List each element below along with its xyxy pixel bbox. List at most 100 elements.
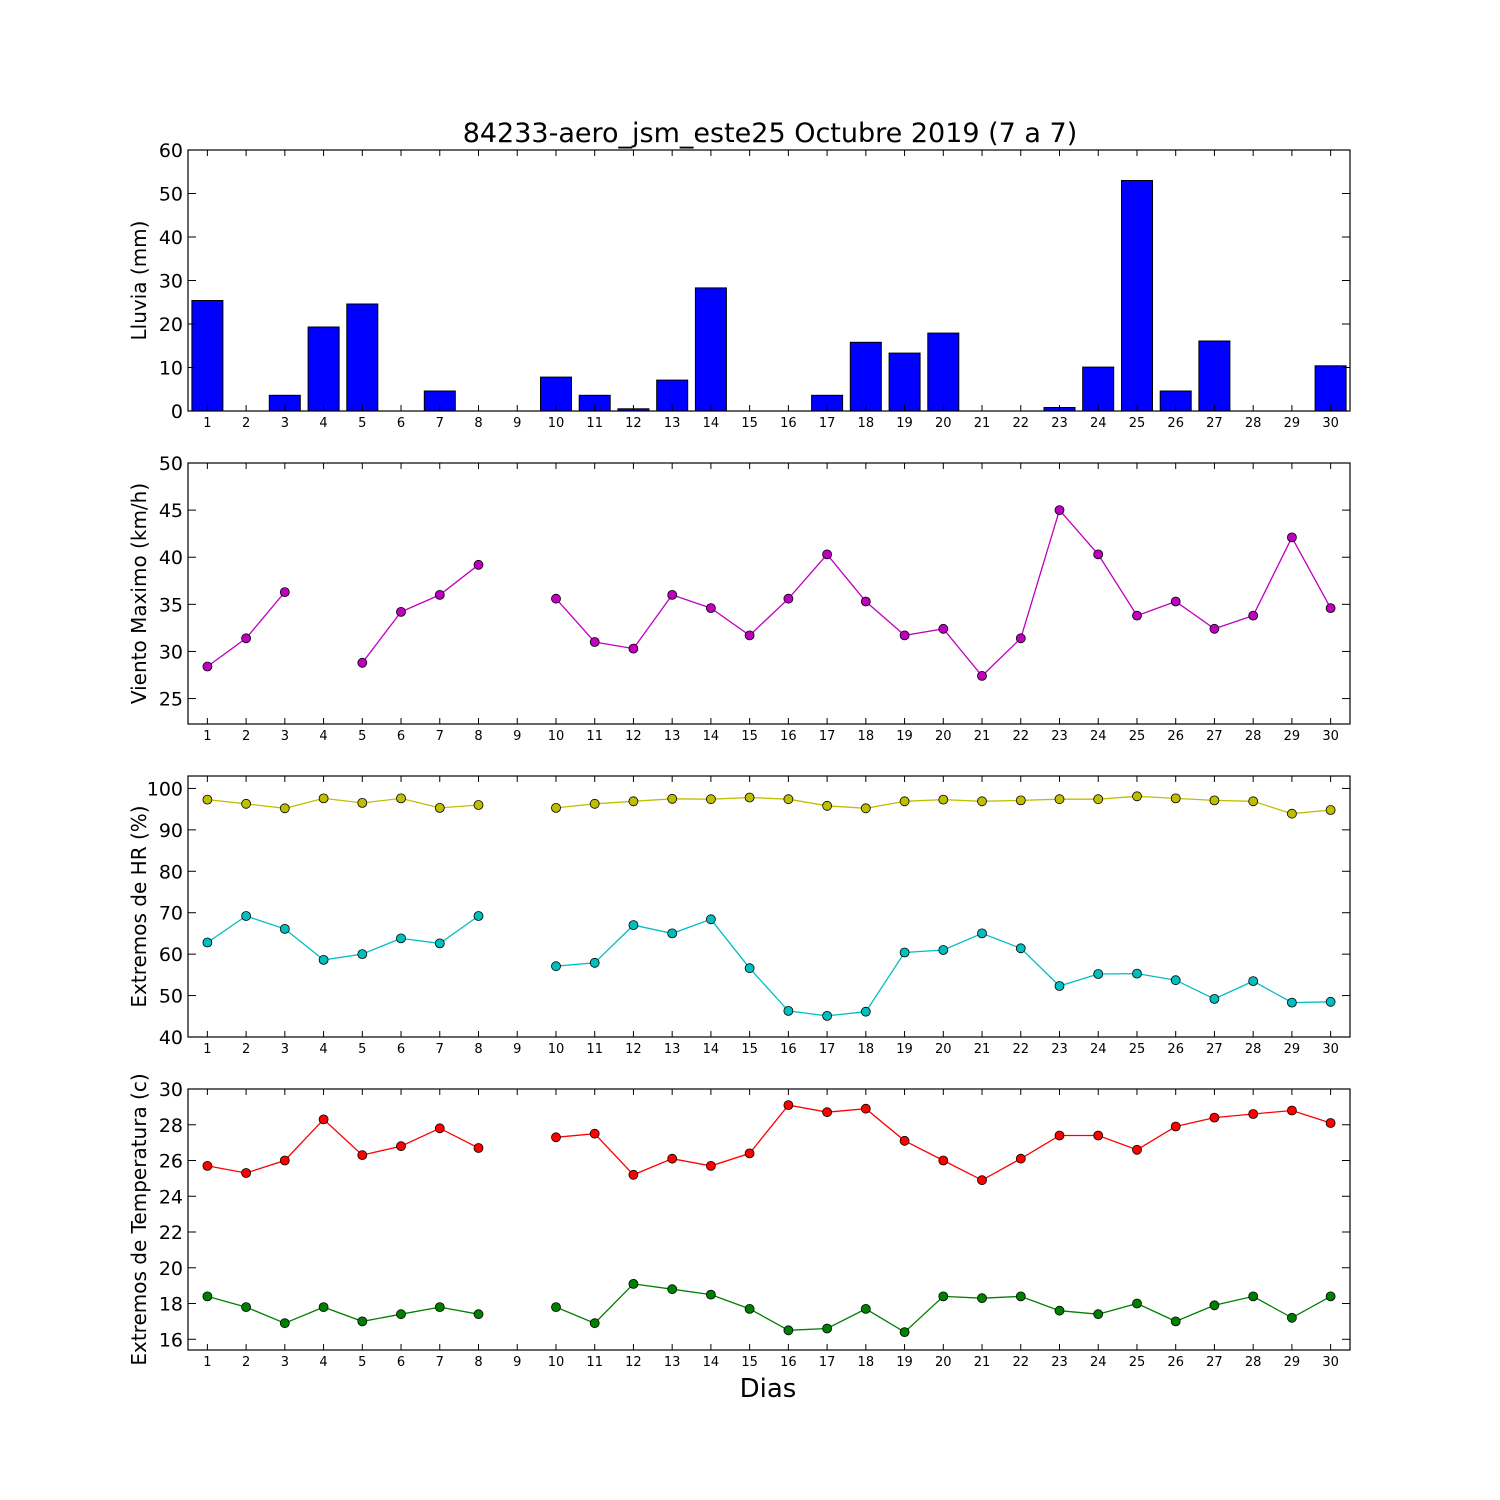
point-temperatura-series-1-day-27 (1209, 1112, 1220, 1123)
x-tick-label-temperatura-19: 19 (896, 1355, 913, 1370)
point-hr-series-2-day-30 (1325, 996, 1336, 1007)
y-tick-label-temperatura-18: 18 (159, 1294, 183, 1316)
x-tick-label-hr-3: 3 (281, 1042, 289, 1057)
chart-title: 84233-aero_jsm_este25 Octubre 2019 (7 a … (463, 118, 1078, 149)
x-tick-label-lluvia-29: 29 (1284, 416, 1301, 431)
y-tick-label-viento-40: 40 (159, 547, 183, 569)
point-temperatura-series-1-day-23 (1054, 1130, 1065, 1141)
point-hr-series-1-day-16 (783, 794, 794, 805)
plot-frame-viento (187, 462, 1351, 725)
point-temperatura-series-1-day-15 (744, 1148, 755, 1159)
x-tick-label-temperatura-9: 9 (513, 1355, 521, 1370)
y-tick-label-temperatura-20: 20 (159, 1258, 183, 1280)
point-viento-series-1-day-3 (279, 587, 290, 597)
y-tick-label-hr-90: 90 (159, 820, 183, 842)
x-tick-label-lluvia-2: 2 (242, 416, 250, 431)
point-temperatura-series-2-day-15 (744, 1304, 755, 1314)
x-tick-label-hr-20: 20 (935, 1042, 952, 1057)
point-temperatura-series-1-day-5 (357, 1150, 368, 1160)
point-temperatura-series-2-day-17 (822, 1323, 832, 1334)
point-hr-series-2-day-10 (551, 961, 561, 972)
point-temperatura-series-2-day-13 (667, 1284, 678, 1295)
point-hr-series-2-day-29 (1287, 997, 1297, 1008)
x-tick-label-lluvia-24: 24 (1090, 416, 1107, 431)
x-tick-label-temperatura-21: 21 (974, 1355, 991, 1370)
point-temperatura-series-2-day-3 (279, 1318, 290, 1329)
x-tick-label-viento-3: 3 (281, 729, 289, 744)
point-hr-series-1-day-24 (1093, 794, 1104, 805)
bar-lluvia-day-19 (888, 352, 921, 412)
x-tick-label-hr-16: 16 (780, 1042, 797, 1057)
y-axis-label-hr: Extremos de HR (%) (127, 805, 151, 1007)
x-tick-label-viento-27: 27 (1206, 729, 1223, 744)
point-hr-series-1-day-10 (551, 803, 561, 813)
y-tick-label-hr-100: 100 (147, 778, 183, 800)
x-tick-label-temperatura-30: 30 (1322, 1355, 1339, 1370)
point-hr-series-2-day-20 (938, 945, 949, 955)
point-hr-series-1-day-13 (667, 793, 678, 804)
point-hr-series-1-day-3 (279, 803, 290, 814)
point-temperatura-series-1-day-6 (396, 1141, 406, 1152)
point-hr-series-2-day-25 (1132, 968, 1142, 979)
x-tick-label-hr-19: 19 (896, 1042, 913, 1057)
point-temperatura-series-2-day-18 (860, 1304, 871, 1314)
x-tick-label-viento-10: 10 (548, 729, 565, 744)
x-tick-label-hr-25: 25 (1129, 1042, 1146, 1057)
point-hr-series-1-day-27 (1209, 795, 1220, 806)
point-temperatura-series-2-day-6 (396, 1309, 406, 1320)
x-tick-label-temperatura-3: 3 (281, 1355, 289, 1370)
point-temperatura-series-1-day-8 (473, 1143, 484, 1153)
point-temperatura-series-2-day-1 (202, 1291, 213, 1302)
point-hr-series-1-day-21 (977, 796, 987, 807)
point-temperatura-series-1-day-20 (938, 1155, 949, 1166)
x-tick-label-viento-29: 29 (1284, 729, 1301, 744)
point-temperatura-series-2-day-7 (434, 1302, 445, 1312)
point-viento-series-1-day-26 (1170, 596, 1181, 607)
x-tick-label-viento-5: 5 (358, 729, 366, 744)
point-hr-series-2-day-1 (202, 937, 213, 948)
x-tick-label-hr-27: 27 (1206, 1042, 1223, 1057)
panel-lluvia: 1 2 3 4 5 6 7 8 9 10 11 12 13 14 15 16 17 18 19 20 21 22 23 24 2… (127, 140, 1351, 431)
point-hr-series-2-day-4 (318, 955, 329, 965)
point-temperatura-series-1-day-3 (279, 1155, 290, 1166)
x-tick-label-lluvia-23: 23 (1051, 416, 1068, 431)
point-hr-series-1-day-15 (744, 792, 755, 803)
x-tick-label-viento-6: 6 (397, 729, 405, 744)
point-temperatura-series-1-day-22 (1015, 1153, 1026, 1164)
point-hr-series-1-day-4 (318, 793, 329, 804)
y-axis-label-lluvia: Lluvia (mm) (127, 221, 151, 341)
x-tick-label-temperatura-28: 28 (1245, 1355, 1262, 1370)
x-tick-label-hr-12: 12 (625, 1042, 642, 1057)
point-hr-series-1-day-22 (1015, 795, 1026, 806)
point-hr-series-1-day-17 (822, 800, 832, 811)
point-hr-series-1-day-6 (396, 793, 406, 804)
point-viento-series-1-day-2 (241, 633, 252, 644)
x-tick-label-viento-30: 30 (1322, 729, 1339, 744)
x-tick-label-hr-6: 6 (397, 1042, 405, 1057)
point-temperatura-series-1-day-1 (202, 1161, 213, 1171)
x-tick-label-lluvia-17: 17 (819, 416, 836, 431)
x-tick-label-lluvia-28: 28 (1245, 416, 1262, 431)
point-hr-series-1-day-18 (860, 803, 871, 814)
point-hr-series-1-day-29 (1287, 808, 1297, 819)
point-temperatura-series-2-day-27 (1209, 1300, 1220, 1311)
x-tick-label-hr-8: 8 (474, 1042, 482, 1057)
point-temperatura-series-2-day-30 (1325, 1291, 1336, 1302)
bar-lluvia-day-24 (1082, 366, 1115, 412)
point-hr-series-1-day-26 (1170, 793, 1181, 804)
point-temperatura-series-1-day-14 (706, 1161, 716, 1171)
x-tick-label-viento-13: 13 (664, 729, 681, 744)
y-tick-label-lluvia-10: 10 (159, 358, 183, 380)
point-temperatura-series-2-day-20 (938, 1291, 949, 1302)
point-hr-series-2-day-23 (1054, 981, 1065, 991)
x-tick-label-hr-2: 2 (242, 1042, 250, 1057)
point-hr-series-2-day-8 (473, 911, 484, 921)
x-tick-label-viento-2: 2 (242, 729, 250, 744)
point-temperatura-series-1-day-4 (318, 1114, 329, 1125)
y-tick-label-hr-70: 70 (159, 903, 183, 925)
x-tick-label-hr-24: 24 (1090, 1042, 1107, 1057)
point-viento-series-1-day-8 (473, 559, 484, 570)
point-hr-series-2-day-28 (1248, 976, 1259, 986)
x-tick-label-hr-13: 13 (664, 1042, 681, 1057)
